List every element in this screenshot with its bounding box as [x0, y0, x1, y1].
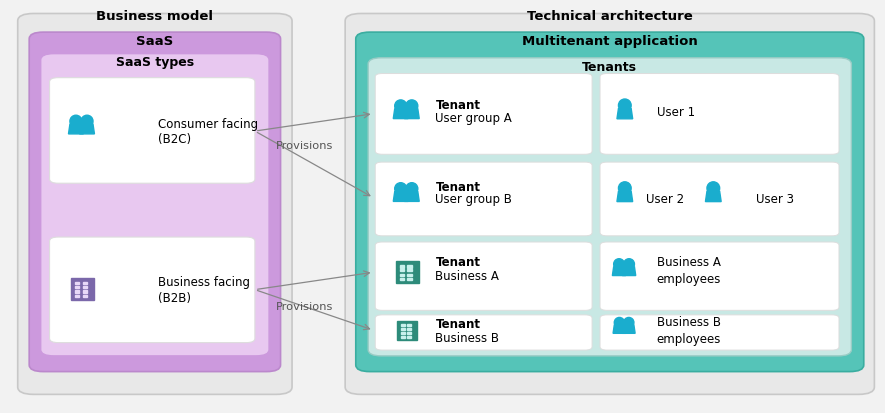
- Text: SaaS: SaaS: [136, 35, 173, 48]
- Text: User group A: User group A: [435, 112, 512, 125]
- Bar: [75, 282, 80, 285]
- Bar: [400, 266, 404, 268]
- Text: Business facing: Business facing: [158, 275, 250, 288]
- Bar: [401, 332, 404, 334]
- Bar: [82, 286, 87, 288]
- Text: Technical architecture: Technical architecture: [527, 10, 693, 23]
- Text: User 2: User 2: [646, 192, 684, 206]
- Text: Provisions: Provisions: [276, 140, 333, 150]
- Bar: [71, 278, 94, 300]
- Bar: [401, 324, 404, 326]
- Text: User 1: User 1: [657, 106, 695, 119]
- Bar: [407, 274, 412, 276]
- Bar: [400, 270, 404, 272]
- Bar: [401, 336, 404, 338]
- Text: Business B: Business B: [435, 331, 499, 344]
- Text: employees: employees: [657, 332, 721, 345]
- Text: Business A: Business A: [657, 256, 720, 269]
- Ellipse shape: [395, 183, 407, 195]
- Polygon shape: [68, 125, 83, 135]
- Text: Tenant: Tenant: [435, 318, 481, 331]
- Ellipse shape: [614, 318, 625, 328]
- Bar: [82, 295, 87, 297]
- FancyBboxPatch shape: [375, 74, 592, 155]
- Text: (B2B): (B2B): [158, 292, 190, 305]
- Polygon shape: [705, 192, 721, 202]
- Polygon shape: [613, 325, 626, 334]
- Text: Tenants: Tenants: [582, 60, 637, 74]
- Bar: [75, 286, 80, 288]
- Polygon shape: [622, 325, 635, 334]
- FancyBboxPatch shape: [356, 33, 864, 372]
- Ellipse shape: [70, 116, 82, 128]
- Text: Tenant: Tenant: [435, 180, 481, 193]
- Ellipse shape: [613, 259, 625, 270]
- FancyBboxPatch shape: [600, 315, 839, 350]
- Polygon shape: [80, 125, 95, 135]
- Text: Business model: Business model: [96, 10, 213, 23]
- Bar: [407, 328, 412, 330]
- Polygon shape: [404, 192, 419, 202]
- Ellipse shape: [624, 259, 635, 270]
- FancyBboxPatch shape: [368, 59, 851, 356]
- Ellipse shape: [619, 183, 631, 195]
- FancyBboxPatch shape: [41, 55, 269, 356]
- Ellipse shape: [619, 100, 631, 112]
- Bar: [396, 262, 419, 283]
- FancyBboxPatch shape: [50, 237, 255, 343]
- Ellipse shape: [406, 183, 418, 195]
- Bar: [400, 278, 404, 281]
- Polygon shape: [404, 109, 419, 119]
- Text: Multitenant application: Multitenant application: [522, 35, 697, 48]
- Ellipse shape: [81, 116, 93, 128]
- Bar: [407, 266, 412, 268]
- Bar: [75, 295, 80, 297]
- Polygon shape: [617, 192, 633, 202]
- Polygon shape: [622, 267, 635, 276]
- FancyBboxPatch shape: [375, 242, 592, 311]
- Text: User group B: User group B: [435, 192, 512, 206]
- FancyBboxPatch shape: [18, 14, 292, 394]
- Text: Tenant: Tenant: [435, 256, 481, 269]
- Ellipse shape: [395, 101, 407, 113]
- Text: Business B: Business B: [657, 316, 720, 329]
- Ellipse shape: [406, 101, 418, 113]
- Bar: [407, 332, 412, 334]
- Text: Consumer facing: Consumer facing: [158, 117, 258, 131]
- Bar: [407, 324, 412, 326]
- Bar: [401, 328, 404, 330]
- Text: employees: employees: [657, 272, 721, 285]
- Ellipse shape: [707, 183, 720, 195]
- Bar: [75, 291, 80, 293]
- FancyBboxPatch shape: [375, 163, 592, 236]
- Polygon shape: [617, 109, 633, 119]
- FancyBboxPatch shape: [29, 33, 281, 372]
- Text: User 3: User 3: [756, 192, 794, 206]
- Bar: [82, 282, 87, 285]
- Polygon shape: [393, 192, 408, 202]
- FancyBboxPatch shape: [375, 315, 592, 350]
- Text: Tenant: Tenant: [435, 99, 481, 112]
- Text: Provisions: Provisions: [276, 301, 333, 311]
- Text: SaaS types: SaaS types: [116, 56, 194, 69]
- Ellipse shape: [624, 318, 634, 328]
- Text: Business A: Business A: [435, 269, 499, 282]
- FancyBboxPatch shape: [50, 78, 255, 184]
- Text: (B2C): (B2C): [158, 133, 190, 146]
- FancyBboxPatch shape: [600, 74, 839, 155]
- Polygon shape: [393, 109, 408, 119]
- Bar: [82, 291, 87, 293]
- FancyBboxPatch shape: [600, 163, 839, 236]
- Bar: [407, 270, 412, 272]
- Bar: [407, 336, 412, 338]
- Bar: [407, 278, 412, 281]
- Bar: [396, 321, 418, 340]
- FancyBboxPatch shape: [600, 242, 839, 311]
- Polygon shape: [612, 267, 626, 276]
- FancyBboxPatch shape: [345, 14, 874, 394]
- Bar: [400, 274, 404, 276]
